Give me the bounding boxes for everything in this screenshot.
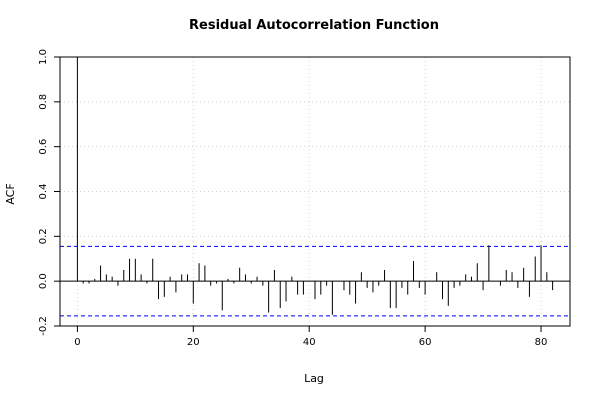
plot-frame xyxy=(59,56,571,327)
chart-title: Residual Autocorrelation Function xyxy=(189,18,439,33)
x-tick-label: 60 xyxy=(419,337,432,348)
axes: 0 20 40 60 80 -0.2 0.0 0.2 0.4 0.6 0.8 1.0 xyxy=(38,49,547,348)
x-tick-label: 40 xyxy=(303,337,316,348)
x-tick-label: 20 xyxy=(187,337,200,348)
y-tick-label: -0.2 xyxy=(38,316,49,336)
y-tick-label: 0.4 xyxy=(38,184,49,200)
y-tick-label: 1.0 xyxy=(38,49,49,65)
y-tick-label: 0.6 xyxy=(38,139,49,155)
x-axis-label: Lag xyxy=(304,372,324,385)
y-tick-label: 0.0 xyxy=(38,273,49,289)
confidence-limits xyxy=(60,245,570,317)
y-tick-label: 0.2 xyxy=(38,228,49,244)
y-axis-label: ACF xyxy=(4,183,17,204)
y-tick-label: 0.8 xyxy=(38,94,49,110)
x-tick-label: 0 xyxy=(74,337,80,348)
acf-bars xyxy=(60,57,570,315)
x-tick-label: 80 xyxy=(535,337,548,348)
